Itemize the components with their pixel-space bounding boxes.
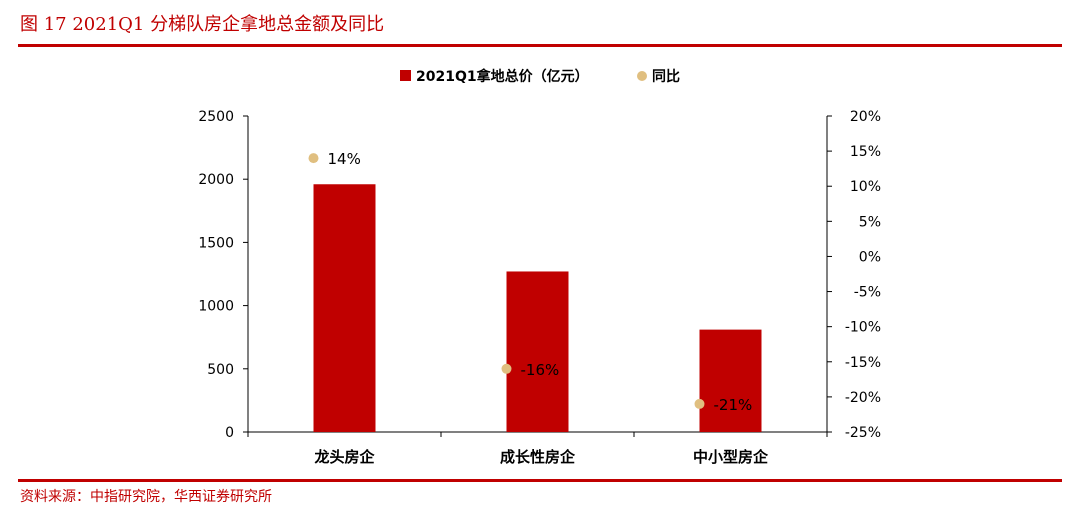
bar [506,271,569,432]
source-rule [18,479,1062,482]
legend-swatch-bar [400,70,411,81]
y-right-tick-label: 15% [850,144,881,160]
y-left-tick-label: 1000 [198,299,234,315]
bar-series [313,184,762,432]
yoy-data-label: 14% [328,150,361,168]
source-note: 资料来源：中指研究院，华西证券研究所 [20,489,272,505]
y-right-tick-label: 20% [850,109,881,125]
legend-swatch-point [637,71,647,81]
yoy-point [308,153,319,164]
yoy-point [501,363,512,374]
y-left-tick-label: 2000 [198,172,234,188]
y-right-tick-label: -5% [854,285,881,301]
bar [313,184,376,432]
combo-chart: 2021Q1拿地总价（亿元） 同比 0 500 1000 1500 2000 2500 -25… [198,68,881,466]
y-right-tick-label: 0% [859,249,881,265]
y-left-tick-label: 1500 [198,235,234,251]
category-label: 龙头房企 [313,448,375,466]
y-left-tick-label: 0 [225,425,234,441]
category-label: 中小型房企 [693,448,769,466]
yoy-data-label: -16% [521,361,560,379]
y-right-tick-label: -25% [845,425,881,441]
title-rule [18,44,1062,47]
y-right-tick-label: -15% [845,355,881,371]
y-left-tick-label: 500 [207,362,234,378]
y-right-tick-label: 10% [850,179,881,195]
y-right-tick-label: 5% [859,214,881,230]
legend-label-point: 同比 [652,68,680,85]
legend: 2021Q1拿地总价（亿元） 同比 [400,68,680,85]
y-right-tick-label: -20% [845,390,881,406]
yoy-data-label: -21% [714,396,753,414]
figure-title: 图 17 2021Q1 分梯队房企拿地总金额及同比 [20,14,385,35]
category-label: 成长性房企 [500,448,576,466]
y-left-tick-label: 2500 [198,109,234,125]
y-right-tick-label: -10% [845,320,881,336]
category-labels: 龙头房企 成长性房企 中小型房企 [313,448,769,466]
bar [699,329,762,432]
axes: 0 500 1000 1500 2000 2500 -25% -20% -15% -10% -5% 0… [198,109,881,441]
legend-label-bar: 2021Q1拿地总价（亿元） [416,68,589,85]
yoy-series: 14% -16% -21% [308,150,753,414]
yoy-point [694,398,705,409]
